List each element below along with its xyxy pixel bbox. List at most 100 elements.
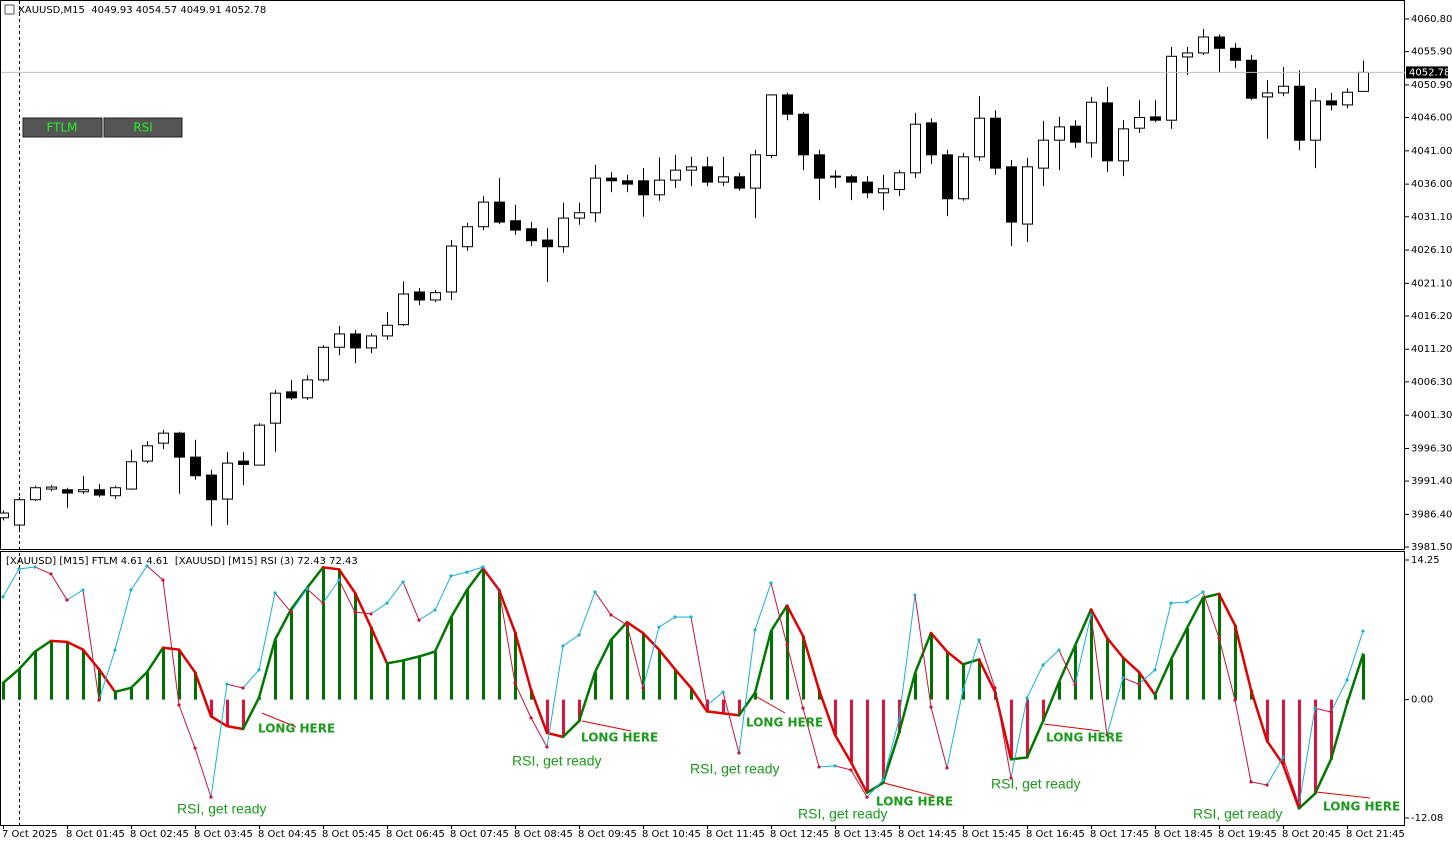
rsi-point bbox=[145, 564, 149, 568]
rsi-line bbox=[546, 645, 564, 748]
rsi-point bbox=[753, 628, 757, 632]
ftlm-line bbox=[513, 630, 533, 692]
histogram-bar bbox=[738, 699, 741, 716]
rsi-line bbox=[498, 589, 516, 684]
histogram-bar bbox=[626, 622, 629, 700]
rsi-line bbox=[1154, 602, 1172, 671]
candle-body bbox=[1006, 166, 1017, 223]
rsi-line bbox=[1122, 677, 1140, 685]
rsi-point bbox=[881, 778, 885, 782]
rsi-point bbox=[17, 567, 21, 571]
x-tick-label: 8 Oct 06:45 bbox=[386, 829, 445, 840]
rsi-line bbox=[1250, 781, 1268, 786]
candle-body bbox=[814, 154, 825, 179]
histogram-bar bbox=[546, 699, 549, 733]
ftlm-line bbox=[529, 688, 549, 735]
candle-body bbox=[1054, 126, 1065, 141]
candle-body bbox=[510, 220, 521, 231]
histogram-bar bbox=[1202, 597, 1205, 700]
candle-body bbox=[318, 346, 329, 381]
histogram-bar bbox=[914, 673, 917, 700]
rsi-point bbox=[1169, 601, 1173, 605]
ftlm-line bbox=[145, 646, 165, 674]
ftlm-line bbox=[81, 648, 101, 671]
histogram-bar bbox=[434, 651, 437, 700]
y-tick-label: 3986.40 bbox=[1411, 509, 1452, 520]
rsi-point bbox=[289, 610, 293, 614]
rsi-point bbox=[81, 588, 85, 592]
rsi-point bbox=[1313, 706, 1317, 710]
y-tick-label: 3981.50 bbox=[1411, 542, 1452, 553]
histogram-bar bbox=[82, 649, 85, 700]
ftlm-line bbox=[1137, 670, 1157, 696]
y-tick-label: 4055.90 bbox=[1411, 47, 1452, 58]
histogram-bar bbox=[1218, 593, 1221, 700]
rsi-line bbox=[82, 589, 100, 701]
histogram-bar bbox=[1026, 699, 1029, 758]
rsi-line bbox=[786, 644, 804, 709]
rsi-line bbox=[738, 629, 756, 754]
rsi-line bbox=[2, 568, 20, 598]
x-tick-label: 8 Oct 04:45 bbox=[258, 829, 317, 840]
rsi-point bbox=[33, 565, 37, 569]
candle-body bbox=[1166, 55, 1177, 121]
ftlm-line bbox=[193, 670, 213, 718]
ftlm-line bbox=[593, 638, 613, 674]
candle-body bbox=[830, 175, 841, 178]
ftlm-line bbox=[577, 670, 597, 723]
button-label[interactable]: FTLM bbox=[46, 121, 77, 135]
ftlm-button[interactable]: FTLM bbox=[22, 117, 103, 138]
candle-body bbox=[670, 169, 681, 181]
last-price-box bbox=[1406, 66, 1448, 79]
y-tick-label: 4021.10 bbox=[1411, 278, 1452, 289]
x-tick-label: 8 Oct 10:45 bbox=[642, 829, 701, 840]
rsi-line bbox=[578, 591, 596, 636]
x-tick-label: 8 Oct 20:45 bbox=[1282, 829, 1341, 840]
ftlm-line bbox=[433, 616, 453, 653]
ftlm-line bbox=[977, 658, 997, 694]
ftlm-line bbox=[1281, 763, 1301, 810]
ftlm-line bbox=[497, 588, 517, 634]
candle-body bbox=[1310, 100, 1321, 141]
ftlm-line bbox=[945, 650, 965, 666]
rsi-point bbox=[769, 581, 773, 585]
rsi-line bbox=[450, 571, 468, 577]
rsi-button[interactable]: RSI bbox=[103, 117, 183, 138]
histogram-bar bbox=[946, 651, 949, 700]
rsi-point bbox=[65, 598, 69, 602]
rsi-line bbox=[802, 707, 820, 768]
pointer-line bbox=[1043, 723, 1101, 732]
rsi-line bbox=[210, 684, 228, 798]
ftlm-line bbox=[673, 668, 693, 690]
rsi-line bbox=[1266, 756, 1284, 786]
rsi-point bbox=[1025, 696, 1029, 700]
rsi-point bbox=[1105, 733, 1109, 737]
histogram-bar bbox=[850, 699, 853, 763]
rsi-line bbox=[258, 592, 276, 671]
button-face[interactable] bbox=[22, 117, 103, 138]
candle-body bbox=[190, 456, 201, 477]
rsi-line bbox=[930, 706, 948, 769]
rsi-line bbox=[914, 595, 932, 708]
rsi-line bbox=[242, 669, 260, 689]
rsi-point bbox=[705, 703, 709, 707]
x-tick-label: 8 Oct 18:45 bbox=[1154, 829, 1213, 840]
indicator-header: [XAUUSD] [M15] FTLM 4.61 4.61 [XAUUSD] [… bbox=[6, 556, 358, 567]
ftlm-line bbox=[1217, 592, 1237, 627]
x-tick-label: 8 Oct 12:45 bbox=[770, 829, 829, 840]
ftlm-line bbox=[401, 655, 421, 662]
ftlm-line bbox=[705, 710, 725, 715]
rsi-point bbox=[1297, 803, 1301, 807]
histogram-bar bbox=[690, 687, 693, 700]
rsi-line bbox=[1138, 669, 1156, 685]
candle-body bbox=[590, 177, 601, 214]
button-label[interactable]: RSI bbox=[133, 121, 153, 135]
rsi-point bbox=[561, 644, 565, 648]
ftlm-line bbox=[1089, 608, 1109, 640]
button-face[interactable] bbox=[103, 117, 183, 138]
y-tick-label: 4016.20 bbox=[1411, 311, 1452, 322]
rsi-line bbox=[130, 565, 148, 591]
ftlm-line bbox=[1057, 644, 1077, 684]
candle-body bbox=[542, 239, 553, 248]
ftlm-line bbox=[321, 566, 341, 571]
